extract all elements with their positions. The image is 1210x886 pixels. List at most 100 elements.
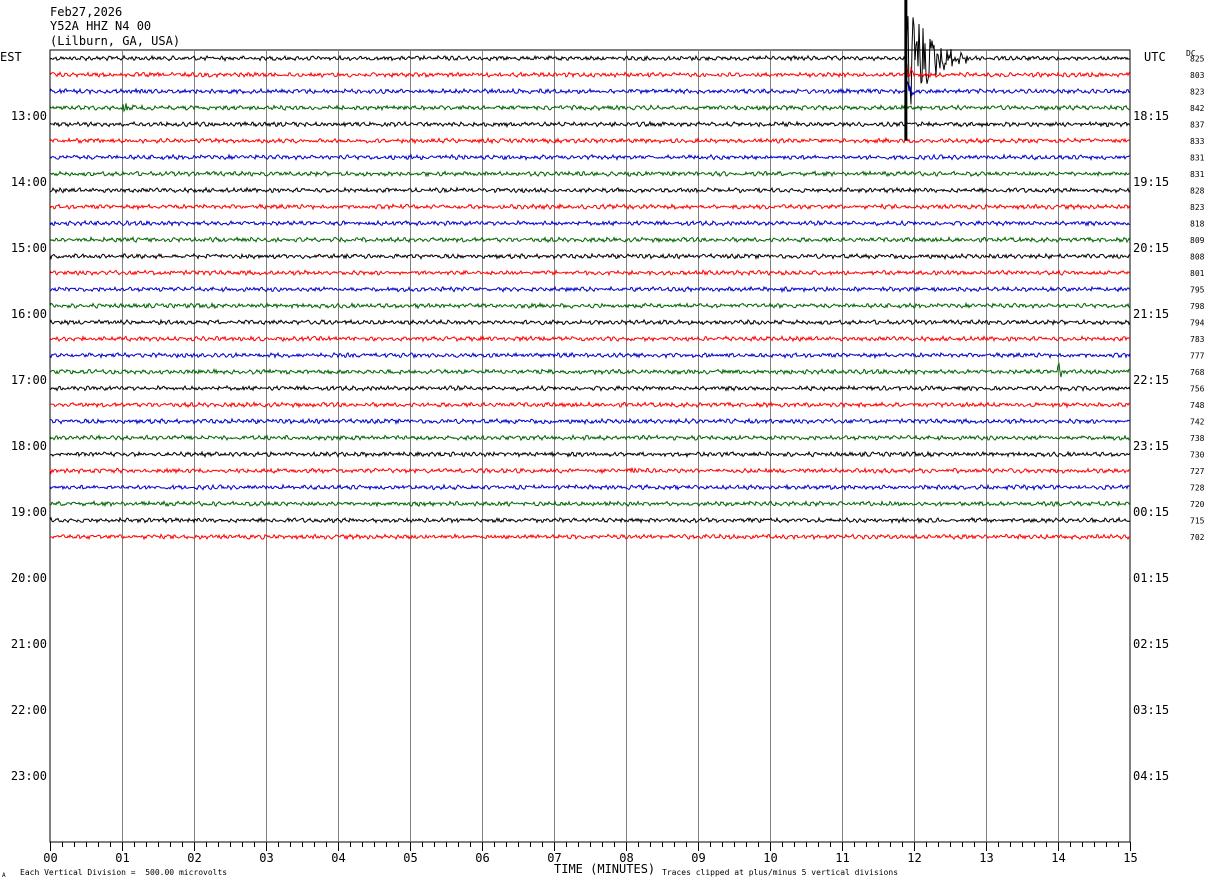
right-hour-label: 19:15 xyxy=(1133,175,1169,189)
dc-value: 809 xyxy=(1190,236,1205,245)
right-hour-label: 20:15 xyxy=(1133,241,1169,255)
x-axis-label: TIME (MINUTES) xyxy=(554,862,656,876)
trace-row xyxy=(49,153,1131,162)
trace-row xyxy=(49,499,1131,508)
left-hour-label: 15:00 xyxy=(11,241,47,255)
trace-row xyxy=(49,450,1131,459)
chart-date: Feb27,2026 xyxy=(50,5,123,19)
left-hour-label: 19:00 xyxy=(11,505,47,519)
dc-value: 828 xyxy=(1190,186,1205,195)
trace-row xyxy=(49,285,1131,294)
right-timezone-label: UTC xyxy=(1144,50,1166,64)
trace-row xyxy=(49,269,1131,277)
left-hour-label: 16:00 xyxy=(11,307,47,321)
station-location: (Lilburn, GA, USA) xyxy=(50,34,181,48)
right-hour-label: 03:15 xyxy=(1133,703,1169,717)
dc-value: 818 xyxy=(1190,219,1205,228)
x-tick-label: 03 xyxy=(259,851,273,865)
right-hour-label: 04:15 xyxy=(1133,769,1169,783)
right-hour-label: 18:15 xyxy=(1133,109,1169,123)
dc-header: DC xyxy=(1186,49,1196,58)
x-tick-label: 01 xyxy=(115,851,129,865)
trace-row xyxy=(49,219,1131,227)
x-tick-label: 15 xyxy=(1123,851,1137,865)
left-hour-label: 13:00 xyxy=(11,109,47,123)
left-hour-label: 20:00 xyxy=(11,571,47,585)
dc-value: 833 xyxy=(1190,137,1205,146)
x-tick-label: 00 xyxy=(43,851,57,865)
right-hour-label: 00:15 xyxy=(1133,505,1169,519)
dc-value: 748 xyxy=(1190,401,1205,410)
trace-row xyxy=(49,63,1131,79)
trace-row xyxy=(49,433,1131,442)
trace-row xyxy=(49,252,1131,261)
dc-value: 798 xyxy=(1190,302,1205,311)
dc-value: 801 xyxy=(1190,269,1205,278)
station-code: Y52A HHZ N4 00 xyxy=(50,19,152,33)
trace-row xyxy=(49,202,1131,211)
trace-row xyxy=(49,301,1131,310)
trace-row xyxy=(49,318,1131,326)
trace-row xyxy=(49,351,1131,360)
left-hour-label: 23:00 xyxy=(11,769,47,783)
trace-row xyxy=(49,532,1131,541)
dc-value: 727 xyxy=(1190,467,1205,476)
corner-mark: A xyxy=(2,872,6,879)
trace-row xyxy=(49,400,1131,409)
dc-value: 715 xyxy=(1190,516,1205,525)
trace-row xyxy=(49,516,1131,525)
x-tick-label: 02 xyxy=(187,851,201,865)
dc-value: 823 xyxy=(1190,87,1205,96)
trace-row xyxy=(49,103,1130,113)
dc-value: 702 xyxy=(1190,533,1205,542)
dc-value: 756 xyxy=(1190,384,1205,393)
trace-row xyxy=(49,16,1131,105)
clip-note: Traces clipped at plus/minus 5 vertical … xyxy=(662,868,899,877)
x-tick-label: 08 xyxy=(619,851,633,865)
trace-row xyxy=(49,362,1131,378)
scale-note: Each Vertical Division = 500.00 microvol… xyxy=(20,868,228,877)
x-tick-label: 10 xyxy=(763,851,777,865)
dc-value: 795 xyxy=(1190,285,1205,294)
right-hour-label: 02:15 xyxy=(1133,637,1169,651)
trace-row xyxy=(49,467,1131,475)
x-tick-label: 09 xyxy=(691,851,705,865)
clipped-event-spike xyxy=(904,0,908,141)
dc-value: 720 xyxy=(1190,500,1205,509)
dc-value: 768 xyxy=(1190,368,1205,377)
trace-row xyxy=(49,169,1131,178)
left-hour-label: 17:00 xyxy=(11,373,47,387)
dc-value: 728 xyxy=(1190,483,1205,492)
dc-value: 794 xyxy=(1190,318,1205,327)
dc-value: 823 xyxy=(1190,203,1205,212)
dc-value: 842 xyxy=(1190,104,1205,113)
right-hour-label: 01:15 xyxy=(1133,571,1169,585)
dc-value: 730 xyxy=(1190,450,1205,459)
trace-row xyxy=(49,136,1131,145)
right-hour-label: 21:15 xyxy=(1133,307,1169,321)
dc-value: 831 xyxy=(1190,170,1205,179)
dc-value: 777 xyxy=(1190,351,1205,360)
dc-value: 831 xyxy=(1190,153,1205,162)
trace-row xyxy=(49,79,1131,97)
trace-row xyxy=(49,417,1131,426)
dc-value: 837 xyxy=(1190,120,1205,129)
left-hour-label: 22:00 xyxy=(11,703,47,717)
trace-row xyxy=(49,186,1131,194)
x-tick-label: 04 xyxy=(331,851,345,865)
x-tick-label: 07 xyxy=(547,851,561,865)
right-hour-label: 22:15 xyxy=(1133,373,1169,387)
trace-row xyxy=(49,120,1131,129)
left-hour-label: 14:00 xyxy=(11,175,47,189)
dc-value: 808 xyxy=(1190,252,1205,261)
left-hour-label: 21:00 xyxy=(11,637,47,651)
trace-row xyxy=(49,235,1131,244)
dc-value: 825 xyxy=(1190,54,1205,63)
dc-value: 738 xyxy=(1190,434,1205,443)
dc-value: 742 xyxy=(1190,417,1205,426)
dc-value: 783 xyxy=(1190,335,1205,344)
left-timezone-label: EST xyxy=(0,50,22,64)
dc-value: 803 xyxy=(1190,71,1205,80)
x-tick-label: 06 xyxy=(475,851,489,865)
